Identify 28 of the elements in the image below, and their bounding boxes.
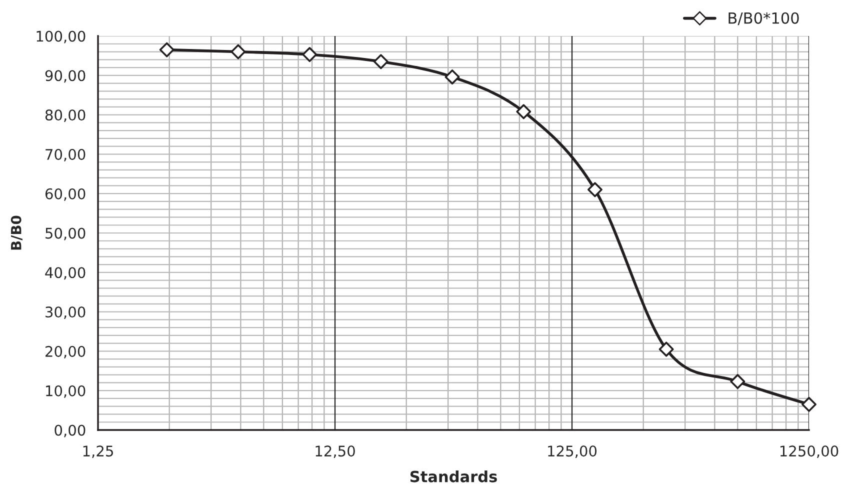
- y-tick-label: 100,00: [36, 30, 86, 44]
- point: [730, 374, 746, 390]
- y-tick-label: 0,00: [54, 424, 86, 438]
- x-tick-label: 1,25: [83, 446, 113, 458]
- point: [302, 47, 318, 62]
- x-tick-label: 125,00: [548, 446, 597, 458]
- x-tick-label: 1250,00: [780, 446, 838, 458]
- point: [516, 104, 532, 120]
- y-tick-label: 50,00: [46, 228, 86, 240]
- y-tick-label: 80,00: [45, 110, 86, 122]
- y-tick-label: 70,00: [46, 148, 86, 162]
- x-tick-label: 12,50: [316, 446, 355, 458]
- point: [587, 182, 602, 198]
- point: [444, 69, 460, 84]
- point: [802, 396, 816, 412]
- legend-label: B/B0*100: [728, 12, 799, 26]
- y-tick-label: 60,00: [45, 188, 86, 201]
- y-tick-label: 30,00: [46, 306, 86, 320]
- point: [159, 42, 174, 58]
- x-axis-title: Standards: [410, 470, 497, 482]
- y-tick-label: 10,00: [46, 385, 86, 398]
- y-tick-label: 90,00: [45, 70, 86, 83]
- y-tick-label: 40,00: [45, 267, 86, 280]
- y-axis-title: B/B0: [10, 216, 22, 250]
- point: [658, 342, 674, 357]
- y-tick-label: 20,00: [46, 346, 86, 358]
- point: [230, 44, 246, 60]
- point: [373, 54, 388, 70]
